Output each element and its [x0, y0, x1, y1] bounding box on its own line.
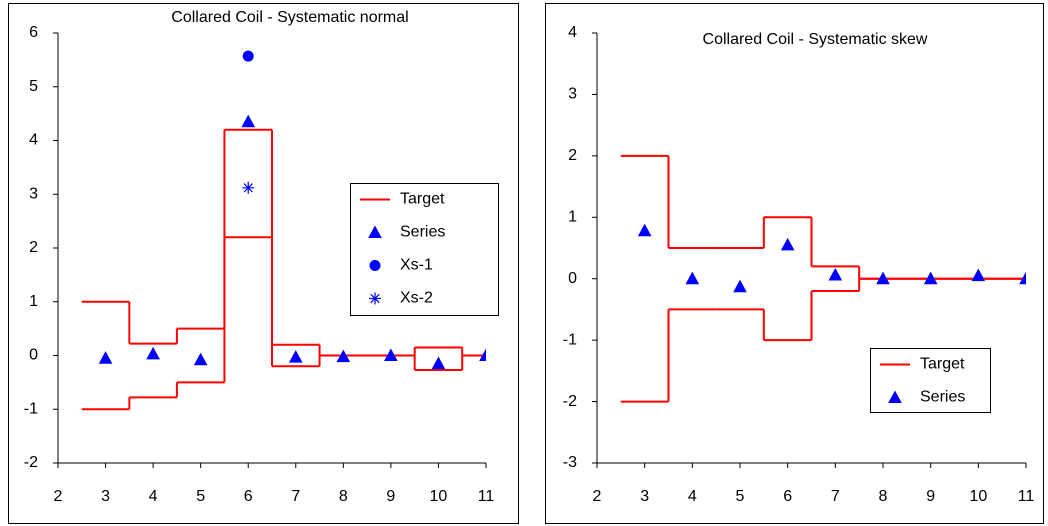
y-tick-label: 5 [29, 78, 38, 95]
triangle-marker [733, 279, 747, 293]
y-tick-label: 6 [29, 24, 38, 41]
x-tick-label: 4 [688, 488, 697, 505]
y-tick-label: -2 [563, 393, 577, 410]
y-tick-label: -1 [563, 331, 577, 348]
x-tick-label: 2 [593, 488, 602, 505]
triangle-marker [431, 356, 446, 370]
triangle-marker [923, 271, 938, 285]
x-tick-label: 3 [640, 488, 649, 505]
triangle-marker [288, 350, 303, 363]
legend-label: Target [920, 356, 965, 373]
triangle-marker [384, 348, 398, 361]
x-tick-label: 7 [831, 488, 840, 505]
y-tick-label: -2 [24, 454, 38, 471]
y-tick-label: 1 [568, 209, 577, 226]
legend-label: Xs-1 [400, 257, 433, 274]
y-tick-label: 2 [568, 147, 577, 164]
x-tick-label: 10 [969, 488, 987, 505]
legend-swatch [369, 292, 381, 305]
y-tick-label: 4 [568, 24, 577, 41]
y-tick-label: -3 [563, 454, 577, 471]
y-tick-label: -1 [24, 400, 38, 417]
x-tick-label: 9 [926, 488, 935, 505]
x-tick-label: 9 [386, 488, 395, 505]
triangle-marker [146, 346, 160, 360]
y-tick-label: 2 [29, 239, 38, 256]
triangle-marker [1019, 271, 1026, 285]
x-tick-label: 5 [196, 488, 205, 505]
x-tick-label: 6 [244, 488, 253, 505]
legend-swatch [368, 225, 382, 238]
triangle-marker [479, 348, 486, 361]
triangle-marker [98, 351, 113, 364]
x-tick-label: 11 [478, 488, 495, 505]
panel-frame [545, 3, 1044, 524]
x-tick-label: 8 [879, 488, 888, 505]
legend-swatch [369, 260, 381, 271]
y-tick-label: 1 [29, 293, 38, 310]
triangle-marker [971, 268, 986, 282]
triangle-marker [193, 352, 208, 366]
x-tick-label: 2 [54, 488, 63, 505]
x-tick-label: 3 [101, 488, 110, 505]
x-tick-label: 7 [291, 488, 300, 505]
y-tick-label: 0 [568, 270, 577, 287]
triangle-marker [685, 271, 700, 285]
chart-title: Collared Coil - Systematic normal [171, 9, 408, 26]
x-tick-label: 4 [149, 488, 158, 505]
x-tick-label: 8 [339, 488, 348, 505]
legend-label: Series [400, 224, 445, 241]
plot-area [620, 154, 1026, 403]
y-tick-label: 4 [29, 132, 38, 149]
y-tick-label: 0 [29, 347, 38, 364]
x-tick-label: 5 [736, 488, 745, 505]
triangle-marker [336, 349, 351, 363]
triangle-marker [876, 271, 890, 285]
triangle-marker [828, 267, 843, 281]
x-tick-label: 11 [1018, 488, 1035, 505]
y-tick-label: 3 [29, 185, 38, 202]
triangle-marker [780, 237, 795, 251]
legend-swatch [888, 390, 902, 403]
x-tick-label: 10 [430, 488, 448, 505]
legend-label: Series [920, 389, 965, 406]
triangle-marker [241, 114, 256, 128]
triangle-marker [637, 223, 652, 237]
legend-label: Xs-2 [400, 290, 433, 307]
plot-area [81, 50, 486, 411]
x-tick-label: 6 [783, 488, 792, 505]
star-marker [242, 181, 255, 194]
y-tick-label: 3 [568, 86, 577, 103]
circle-marker [242, 50, 254, 62]
legend-label: Target [400, 191, 445, 208]
chart-title: Collared Coil - Systematic skew [703, 31, 928, 48]
